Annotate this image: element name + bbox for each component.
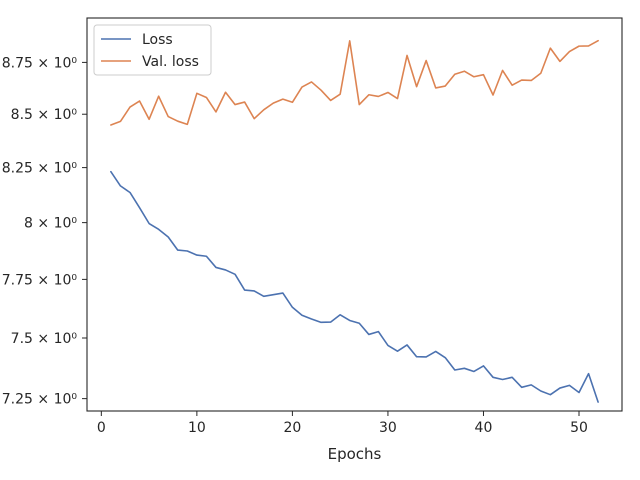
y-tick-label: 7.75 × 10⁰	[2, 272, 78, 288]
y-axis: 7.25 × 10⁰ 7.5 × 10⁰ 7.75 × 10⁰ 8 × 10⁰ 8.25…	[2, 55, 87, 408]
series-line-loss	[110, 170, 599, 403]
plot-background	[87, 18, 622, 411]
x-tick-label: 0	[97, 420, 106, 436]
x-axis-label: Epochs	[328, 445, 382, 463]
legend-label-val-loss: Val. loss	[142, 54, 199, 70]
y-tick-label: 8.75 × 10⁰	[2, 55, 78, 71]
y-tick-label: 8 × 10⁰	[24, 216, 77, 232]
y-tick-label: 8.25 × 10⁰	[2, 161, 78, 177]
series-line-val-loss	[110, 39, 599, 126]
x-axis: 0 10 20 30 40 50	[97, 411, 588, 436]
series-layer	[110, 39, 599, 403]
x-tick-label: 50	[570, 420, 588, 436]
legend-box	[93, 24, 212, 76]
legend: Loss Val. loss	[93, 24, 212, 76]
y-tick-label: 7.25 × 10⁰	[2, 392, 78, 408]
plot-frame	[86, 17, 623, 412]
x-tick-label: 30	[379, 420, 397, 436]
x-tick-label: 40	[475, 420, 493, 436]
y-tick-label: 7.5 × 10⁰	[11, 331, 78, 347]
y-tick-label: 8.5 × 10⁰	[11, 107, 78, 123]
x-tick-label: 10	[188, 420, 206, 436]
x-tick-label: 20	[283, 420, 301, 436]
legend-label-loss: Loss	[142, 32, 173, 48]
